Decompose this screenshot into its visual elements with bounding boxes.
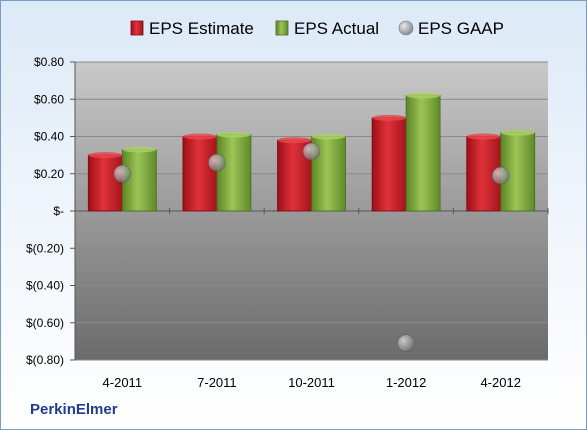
bar-cap [88,152,123,159]
company-label: PerkinElmer [30,401,118,418]
legend-swatch [130,20,144,36]
point-eps-gaap [491,166,510,185]
bar-cap [277,137,312,144]
y-tick-label: $(0.20) [26,241,64,255]
x-tick-label: 7-2011 [197,375,237,390]
bar-cap [466,133,501,140]
point-eps-gaap [397,334,415,353]
bar-eps-actual [405,95,441,212]
bar-eps-estimate [182,136,218,212]
y-tick-label: $(0.60) [26,316,64,330]
legend-label: EPS Estimate [149,19,254,38]
y-tick-label: $(0.80) [26,353,64,367]
bar-cap [216,131,251,138]
x-tick-label: 4-2011 [103,375,143,390]
y-tick-label: $0.20 [34,167,64,181]
y-tick-label: $- [53,204,64,218]
y-tick-label: $0.80 [34,55,64,69]
legend-label: EPS Actual [294,19,379,38]
y-axis: $0.80 $0.60 $0.40 $0.20 $- $(0.20) $(0.40) $(0.… [26,55,76,367]
bar-cap [372,114,407,121]
bar-cap [406,92,441,99]
point-eps-gaap [302,142,321,161]
bar-eps-estimate [371,117,407,212]
bar-cap [500,129,535,136]
y-tick-label: $0.60 [34,92,64,106]
legend-label: EPS GAAP [418,19,504,38]
x-tick-label: 1-2012 [386,375,426,390]
point-eps-gaap [208,153,226,172]
bar-cap [122,146,157,153]
legend: EPS Estimate EPS Actual EPS GAAP [130,19,504,38]
chart-marks [87,92,536,353]
y-tick-label: $(0.40) [26,279,64,293]
x-tick-label: 10-2011 [288,375,335,390]
bar-eps-actual [216,134,252,212]
point-eps-gaap [113,164,132,183]
bar-cap [311,133,346,140]
bar-eps-estimate [87,154,123,212]
legend-swatch [398,20,414,36]
bar-cap [182,133,217,140]
x-tick-label: 4-2012 [480,375,520,390]
legend-swatch [275,20,289,36]
y-tick-label: $0.40 [34,130,64,144]
